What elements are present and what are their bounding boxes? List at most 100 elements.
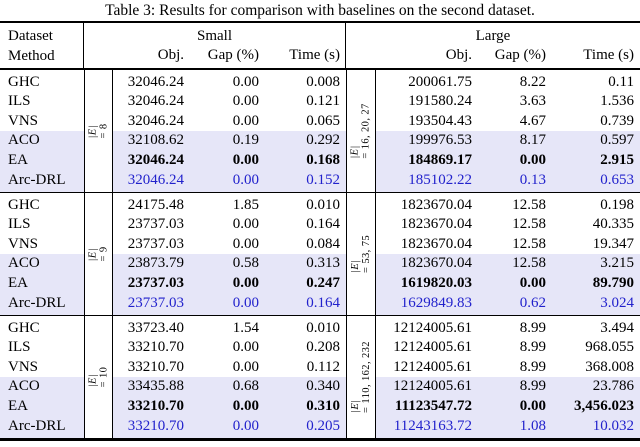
value-cell: 12124005.61 [393, 339, 472, 356]
header-group-large-label: Large [475, 28, 511, 44]
value-cell: 40.335 [592, 216, 634, 233]
value-cell: 0.739 [600, 112, 634, 129]
value-cell: 0.00 [478, 396, 552, 417]
method-cell: EA [0, 273, 84, 294]
value-cell: 0.13 [478, 170, 552, 192]
value-cell: 12.58 [512, 196, 546, 213]
method-cell: Arc-DRL [0, 416, 84, 438]
value-cell: 23737.03 [127, 235, 184, 252]
value-cell: 1823670.04 [400, 216, 472, 233]
method-cell: ACO [0, 376, 84, 397]
method-cell: Arc-DRL [0, 170, 84, 192]
edge-set-values: = 53, 75 [361, 234, 372, 273]
subcol-gap-large: Gap (%) [494, 47, 546, 63]
value-cell: 12.58 [512, 216, 546, 233]
subcol-obj-large: Obj. [445, 47, 472, 63]
value-cell: 0.00 [190, 293, 265, 315]
value-cell: 1.54 [232, 319, 259, 336]
edge-set-values: = 110, 162, 232 [361, 340, 373, 413]
value-cell: 185102.22 [376, 170, 478, 192]
table-header: Dataset Method Small Obj. Gap (%) Time (… [0, 23, 640, 68]
value-cell: 193504.43 [408, 112, 472, 129]
value-cell: 8.22 [519, 74, 546, 90]
header-subcols-large: Obj. Gap (%) Time (s) [346, 46, 640, 68]
value-cell: 199976.53 [376, 131, 478, 151]
value-cell: 33210.70 [127, 339, 184, 356]
edge-set-size-label-large: |E| = 53, 75 [346, 192, 376, 315]
value-cell: 0.010 [306, 196, 340, 213]
value-cell: 0.205 [265, 416, 346, 438]
value-cell: 0.19 [190, 131, 265, 151]
value-cell: 0.00 [232, 112, 259, 129]
edge-set-symbol: |E| [350, 399, 362, 413]
value-cell: 3.215 [552, 254, 640, 274]
header-method-label: Method [8, 47, 55, 64]
value-cell: 1.536 [600, 93, 634, 110]
value-cell: 8.99 [519, 358, 546, 375]
method-cell: ILS [8, 93, 31, 110]
edge-set-values: = 8 [98, 123, 110, 139]
value-cell: 3,456.023 [552, 396, 640, 417]
value-cell: 23.786 [552, 376, 640, 397]
rotated-label: |E| = 16, 20, 27 [350, 103, 372, 158]
value-cell: 1.85 [232, 196, 259, 213]
value-cell: 10.032 [552, 416, 640, 438]
table-caption: Table 3: Results for comparison with bas… [105, 2, 535, 19]
value-cell: 23737.03 [113, 293, 190, 315]
value-cell: 0.00 [232, 74, 259, 90]
value-cell: 1629849.83 [376, 293, 478, 315]
subcol-obj-small: Obj. [157, 47, 184, 63]
method-cell: EA [0, 150, 84, 171]
value-cell: 0.653 [552, 170, 640, 192]
value-cell: 0.152 [265, 170, 346, 192]
value-cell: 0.00 [478, 273, 552, 294]
edge-set-symbol: |E| [350, 145, 362, 159]
value-cell: 968.055 [585, 339, 634, 356]
value-cell: 12.58 [478, 254, 552, 274]
value-cell: 0.00 [190, 396, 265, 417]
value-cell: 89.790 [552, 273, 640, 294]
value-cell: 33210.70 [113, 416, 190, 438]
value-cell: 11123547.72 [376, 396, 478, 417]
edge-set-size-label-large: |E| = 110, 162, 232 [346, 315, 376, 438]
value-cell: 1619820.03 [376, 273, 478, 294]
value-cell: 0.310 [265, 396, 346, 417]
value-cell: 184869.17 [376, 150, 478, 171]
results-table: Dataset Method Small Obj. Gap (%) Time (… [0, 21, 640, 441]
edge-set-size-label-small: |E| = 10 [84, 315, 113, 438]
value-cell: 23737.03 [113, 273, 190, 294]
value-cell: 12124005.61 [393, 358, 472, 375]
subcol-time-small: Time (s) [289, 47, 340, 63]
value-cell: 0.208 [306, 339, 340, 356]
value-cell: 0.168 [265, 150, 346, 171]
value-cell: 0.065 [306, 112, 340, 129]
value-cell: 0.084 [306, 235, 340, 252]
table-block: |E| = 8 |E| = 16, 20, 27 GHC 32046.24 0.00 0.… [0, 70, 640, 193]
value-cell: 8.17 [478, 131, 552, 151]
value-cell: 19.347 [592, 235, 634, 252]
table-body: |E| = 8 |E| = 16, 20, 27 GHC 32046.24 0.00 0.… [0, 70, 640, 438]
value-cell: 33723.40 [127, 319, 184, 336]
method-cell: VNS [8, 112, 39, 129]
value-cell: 8.99 [519, 319, 546, 336]
method-cell: EA [0, 396, 84, 417]
value-cell: 0.292 [265, 131, 346, 151]
method-cell: GHC [8, 319, 40, 336]
value-cell: 11243163.72 [376, 416, 478, 438]
value-cell: 4.67 [519, 112, 546, 129]
value-cell: 0.00 [190, 150, 265, 171]
value-cell: 32046.24 [113, 170, 190, 192]
value-cell: 200061.75 [408, 74, 472, 90]
value-cell: 32046.24 [127, 93, 184, 110]
subcol-time-large: Time (s) [583, 47, 634, 63]
value-cell: 0.164 [306, 216, 340, 233]
edge-set-symbol: |E| [87, 373, 99, 388]
header-dataset-method: Dataset Method [0, 23, 84, 68]
value-cell: 2.915 [552, 150, 640, 171]
value-cell: 3.63 [519, 93, 546, 110]
value-cell: 23737.03 [127, 216, 184, 233]
value-cell: 33435.88 [113, 376, 190, 397]
method-cell: ACO [0, 254, 84, 274]
value-cell: 0.00 [190, 170, 265, 192]
